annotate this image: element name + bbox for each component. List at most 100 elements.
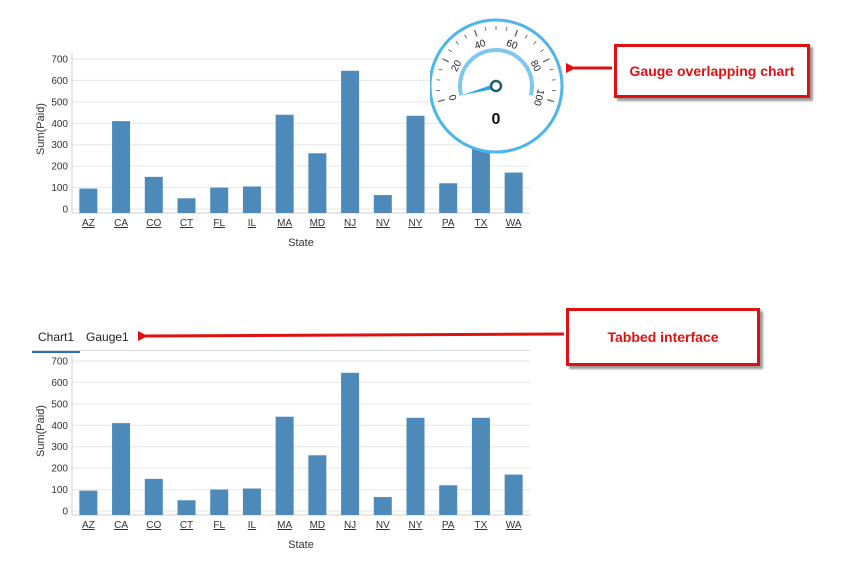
- chart2-bar-ca[interactable]: [112, 423, 131, 515]
- chart2-bar-nj[interactable]: [341, 372, 360, 515]
- gauge-needle: [461, 83, 497, 96]
- chart2-x-tick-label-fl[interactable]: FL: [213, 520, 225, 531]
- chart1-x-tick-label-nv[interactable]: NV: [376, 218, 390, 229]
- chart1-y-tick-label: 500: [51, 97, 68, 108]
- gauge-tick: [514, 29, 519, 37]
- chart2-bar-ny[interactable]: [406, 417, 425, 515]
- chart1-x-tick-label-ct[interactable]: CT: [180, 218, 193, 229]
- gauge-tick: [464, 34, 468, 39]
- chart2-x-tick-label-az[interactable]: AZ: [82, 520, 95, 531]
- chart1-y-tick-label: 700: [51, 55, 68, 66]
- chart2-x-tick-label-md[interactable]: MD: [310, 520, 326, 531]
- chart2-bar-nv[interactable]: [373, 497, 392, 515]
- chart2-bar-fl[interactable]: [210, 489, 229, 515]
- chart1-y-tick-label: 300: [51, 140, 68, 151]
- chart2-x-tick-label-nj[interactable]: NJ: [344, 520, 356, 531]
- chart2-bar-il[interactable]: [242, 488, 261, 516]
- gauge-tick-label: 0: [447, 93, 459, 102]
- chart2-x-tick-label-ny[interactable]: NY: [409, 520, 423, 531]
- chart2-x-tick-label-ca[interactable]: CA: [114, 520, 128, 531]
- gauge-tick-label: 100: [531, 88, 546, 107]
- chart1-x-tick-label-ny[interactable]: NY: [409, 218, 423, 229]
- chart1-bar-md[interactable]: [308, 153, 327, 213]
- chart2-x-tick-label-co[interactable]: CO: [146, 520, 161, 531]
- chart1-x-tick-label-il[interactable]: IL: [248, 218, 257, 229]
- tab-divider: [32, 350, 530, 351]
- chart2-x-tick-label-wa[interactable]: WA: [506, 520, 522, 531]
- gauge-tick: [540, 49, 544, 53]
- gauge-tick: [542, 58, 550, 63]
- chart2-x-axis-title: State: [288, 539, 314, 551]
- gauge-tick: [549, 68, 554, 71]
- callout-gauge-overlap: Gauge overlapping chart: [614, 44, 810, 98]
- chart1-x-tick-label-az[interactable]: AZ: [82, 218, 95, 229]
- gauge-tick: [524, 34, 528, 39]
- gauge-widget: 0 20 40 60 80 100 0: [430, 18, 564, 154]
- callout-tabs-text: Tabbed interface: [607, 329, 719, 345]
- chart1-x-tick-label-wa[interactable]: WA: [506, 218, 522, 229]
- chart1-bar-az[interactable]: [79, 188, 98, 213]
- gauge-tick: [473, 29, 478, 37]
- gauge-hub: [489, 79, 503, 93]
- chart1-x-tick-label-tx[interactable]: TX: [475, 218, 488, 229]
- chart1-bar-pa[interactable]: [439, 183, 458, 213]
- gauge-tick: [505, 26, 508, 32]
- chart2-bar-tx[interactable]: [471, 417, 490, 515]
- chart2-x-tick-label-ma[interactable]: MA: [277, 520, 292, 531]
- gauge-tick: [437, 99, 445, 103]
- gauge-band: [458, 48, 534, 96]
- chart1-x-tick-label-nj[interactable]: NJ: [344, 218, 356, 229]
- chart1-bar-ny[interactable]: [406, 115, 425, 213]
- chart2-x-tick-label-pa[interactable]: PA: [442, 520, 455, 531]
- chart2-bar-md[interactable]: [308, 455, 327, 515]
- gauge-tick: [547, 99, 555, 103]
- chart2-y-tick-label: 200: [51, 464, 68, 475]
- chart2-bar-wa[interactable]: [504, 474, 523, 515]
- chart1-bar-ma[interactable]: [275, 114, 294, 213]
- gauge-tick: [455, 41, 459, 45]
- chart1-y-tick-label: 200: [51, 162, 68, 173]
- gauge-value-text: 0: [492, 111, 501, 128]
- chart1-x-tick-label-fl[interactable]: FL: [213, 218, 225, 229]
- chart1-x-tick-label-ca[interactable]: CA: [114, 218, 128, 229]
- tab-chart1[interactable]: Chart1: [32, 328, 81, 353]
- chart1-bar-nv[interactable]: [373, 195, 392, 213]
- chart2-bar-az[interactable]: [79, 490, 98, 515]
- gauge-tick: [438, 68, 443, 71]
- chart2-bar-co[interactable]: [144, 478, 163, 515]
- chart2-y-tick-label: 700: [51, 357, 68, 368]
- chart1-x-tick-label-md[interactable]: MD: [310, 218, 326, 229]
- tab-gauge1[interactable]: Gauge1: [86, 330, 129, 344]
- chart2-x-tick-label-tx[interactable]: TX: [475, 520, 488, 531]
- chart1-x-axis-title: State: [288, 237, 314, 249]
- chart1-bar-ca[interactable]: [112, 121, 131, 213]
- gauge-tick-label: 40: [473, 38, 488, 52]
- chart1-x-tick-label-pa[interactable]: PA: [442, 218, 455, 229]
- chart2-x-tick-label-nv[interactable]: NV: [376, 520, 390, 531]
- chart1-y-tick-label: 400: [51, 119, 68, 130]
- chart2-y-tick-label: 0: [62, 507, 68, 518]
- chart1-x-tick-label-co[interactable]: CO: [146, 218, 161, 229]
- chart2-x-tick-label-ct[interactable]: CT: [180, 520, 193, 531]
- chart1-bar-wa[interactable]: [504, 172, 523, 213]
- gauge-tick-label: 60: [505, 38, 520, 52]
- gauge-tick: [448, 49, 452, 53]
- chart2-x-tick-label-il[interactable]: IL: [248, 520, 257, 531]
- chart2-bar-pa[interactable]: [439, 485, 458, 515]
- chart1-bar-nj[interactable]: [341, 70, 360, 214]
- chart1-bar-co[interactable]: [144, 176, 163, 213]
- callout-gauge-text: Gauge overlapping chart: [629, 63, 795, 79]
- chart2-bar-ct[interactable]: [177, 500, 196, 515]
- chart1-bar-ct[interactable]: [177, 198, 196, 213]
- chart1-y-tick-label: 600: [51, 76, 68, 87]
- chart1-x-tick-label-ma[interactable]: MA: [277, 218, 292, 229]
- chart1-y-tick-label: 0: [62, 205, 68, 216]
- chart2-y-tick-label: 300: [51, 442, 68, 453]
- chart2-y-tick-label: 600: [51, 378, 68, 389]
- chart2-bar-ma[interactable]: [275, 416, 294, 515]
- chart1-bar-fl[interactable]: [210, 187, 229, 213]
- chart1-y-axis-title: Sum(Paid): [35, 103, 47, 155]
- chart1-bar-il[interactable]: [242, 186, 261, 214]
- gauge-tick-label: 20: [449, 58, 464, 73]
